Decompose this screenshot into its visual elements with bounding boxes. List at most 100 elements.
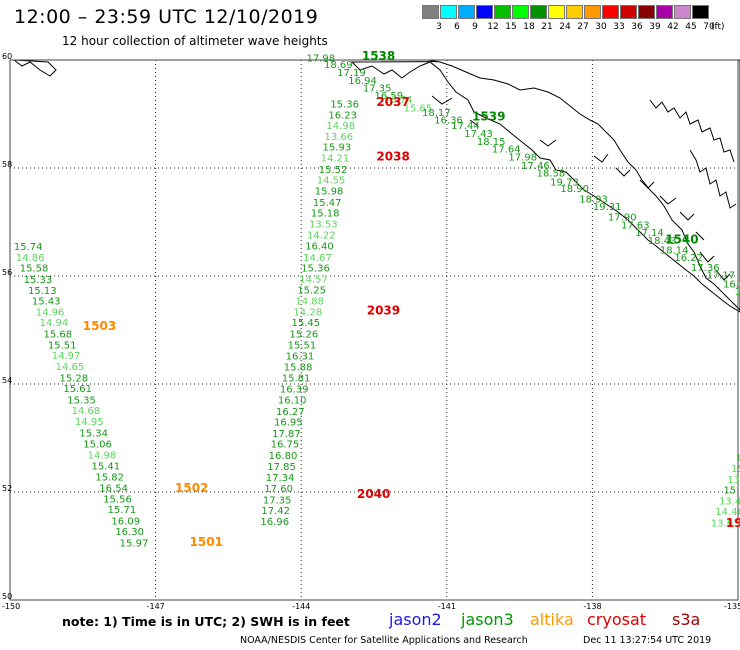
wave-height-value: 17.98 bbox=[307, 54, 336, 65]
lat-label: 58 bbox=[2, 160, 12, 169]
wave-height-value: 15.41 bbox=[92, 461, 121, 472]
pass-number-label: 1503 bbox=[83, 319, 116, 333]
scale-label: 30 bbox=[595, 22, 607, 32]
scale-swatch bbox=[494, 5, 511, 19]
mission-jason2: jason2 bbox=[389, 610, 442, 629]
wave-height-value: 16.75 bbox=[271, 440, 300, 451]
scale-swatch bbox=[656, 5, 673, 19]
wave-height-value: 15.51 bbox=[48, 340, 77, 351]
wave-height-value: 15.35 bbox=[67, 395, 96, 406]
wave-height-value: 15.51 bbox=[288, 340, 317, 351]
wave-height-value: 16.54 bbox=[99, 483, 128, 494]
wave-height-value: 17.64 bbox=[492, 144, 521, 155]
wave-height-value: 16.80 bbox=[269, 451, 298, 462]
scale-label: 21 bbox=[541, 22, 553, 32]
wave-height-value: 18.90 bbox=[560, 184, 589, 195]
pass-number-label: 1501 bbox=[190, 535, 223, 549]
wave-height-value: 15.88 bbox=[284, 363, 313, 374]
wave-height-value: 15.00 bbox=[731, 464, 740, 475]
jason3-track-1503: 15.7414.8615.5815.3315.1315.4314.9614.94… bbox=[14, 242, 148, 549]
lat-label: 50 bbox=[2, 592, 12, 601]
wave-height-value: 14.94 bbox=[40, 318, 69, 329]
scale-swatch bbox=[674, 5, 691, 19]
wave-height-value: 14.88 bbox=[295, 297, 324, 308]
wave-height-value: 17.46 bbox=[521, 161, 550, 172]
wave-height-value: 15.97 bbox=[120, 539, 149, 550]
wave-height-value: 15.36 bbox=[301, 264, 330, 275]
wave-height-value: 15.82 bbox=[95, 473, 124, 484]
mission-altika: altika bbox=[530, 610, 574, 629]
mission-s3a: s3a bbox=[672, 610, 701, 629]
wave-height-value: 15.68 bbox=[43, 330, 72, 341]
lat-label: 52 bbox=[2, 484, 12, 493]
wave-height-value: 15.36 bbox=[330, 100, 359, 111]
scale-swatch bbox=[512, 5, 529, 19]
scale-label: 70 bbox=[703, 22, 715, 32]
mission-cryosat: cryosat bbox=[587, 610, 647, 629]
scale-swatch bbox=[692, 5, 709, 19]
wave-height-value: 16.02 bbox=[723, 279, 740, 290]
wave-height-value: 14.22 bbox=[307, 231, 336, 242]
pass-number-label: 19 bbox=[726, 516, 740, 530]
page-title: 12:00 – 23:59 UTC 12/10/2019 bbox=[14, 6, 319, 28]
scale-label: 9 bbox=[472, 22, 478, 32]
scale-swatch bbox=[440, 5, 457, 19]
scale-swatch bbox=[602, 5, 619, 19]
wave-height-value: 16.10 bbox=[278, 395, 307, 406]
wave-height-value: 14.55 bbox=[317, 176, 346, 187]
pass-number-label: 1538 bbox=[362, 49, 395, 63]
wave-height-value: 14.65 bbox=[56, 362, 85, 373]
wave-height-value: 16.40 bbox=[305, 242, 334, 253]
scale-swatch bbox=[566, 5, 583, 19]
lat-label: 56 bbox=[2, 268, 12, 277]
wave-height-value: 14.68 bbox=[72, 406, 101, 417]
page-subtitle: 12 hour collection of altimeter wave hei… bbox=[62, 34, 328, 48]
wave-height-value: 15.52 bbox=[319, 165, 348, 176]
wave-height-value: 15.74 bbox=[14, 242, 43, 253]
axis-labels: 60 58 56 54 52 50-150 -147 -144 -141 -138 -135 bbox=[2, 52, 740, 611]
footer-note: note: 1) Time is in UTC; 2) SWH is in fe… bbox=[62, 614, 350, 629]
wave-height-value: 17.0 bbox=[735, 287, 740, 298]
wave-height-value: 13.53 bbox=[309, 219, 338, 230]
pass-number-label: 1539 bbox=[472, 109, 505, 123]
scale-label: 45 bbox=[685, 22, 697, 32]
wave-height-value: 17.90 bbox=[608, 212, 637, 223]
wave-height-value: 18.15 bbox=[477, 137, 506, 148]
lat-label: 60 bbox=[2, 52, 12, 61]
wave-height-value: 15.98 bbox=[315, 186, 344, 197]
wave-height-value: 15.45 bbox=[291, 318, 320, 329]
wave-height-value: 15.65 bbox=[404, 103, 433, 114]
wave-height-value: 15.02 bbox=[723, 486, 740, 497]
wave-height-value: 15.26 bbox=[290, 330, 319, 341]
wave-height-value: 18.17 bbox=[422, 108, 451, 119]
wave-height-value: 15.58 bbox=[20, 264, 49, 275]
lon-label: -150 bbox=[2, 602, 20, 611]
wave-height-value: 16.30 bbox=[115, 527, 144, 538]
wave-height-value: 17.43 bbox=[464, 129, 493, 140]
scale-label: 6 bbox=[454, 22, 460, 32]
wave-height-value: 15.47 bbox=[313, 198, 342, 209]
wave-height-value: 18.14 bbox=[660, 245, 689, 256]
wave-height-value: 15.43 bbox=[32, 297, 61, 308]
pass-number-label: 2039 bbox=[367, 303, 400, 317]
wave-height-value: 18.58 bbox=[537, 169, 566, 180]
wave-height-value: 16.74 bbox=[384, 95, 413, 106]
wave-height-value: 17.60 bbox=[264, 484, 293, 495]
wave-height-value: 14.96 bbox=[36, 307, 65, 318]
scale-swatch bbox=[620, 5, 637, 19]
wave-height-value: 16.09 bbox=[111, 516, 140, 527]
scale-swatch bbox=[548, 5, 565, 19]
wave-height-value: 17.34 bbox=[266, 473, 295, 484]
wave-height-value: 17.19 bbox=[337, 68, 366, 79]
wave-height-value: 17.35 bbox=[363, 83, 392, 94]
scale-label: 15 bbox=[505, 22, 517, 32]
scale-swatch bbox=[476, 5, 493, 19]
wave-height-value: 15.56 bbox=[103, 494, 132, 505]
mission-jason3: jason3 bbox=[461, 610, 514, 629]
lon-label: -147 bbox=[147, 602, 165, 611]
scale-label: 39 bbox=[649, 22, 661, 32]
scale-swatch bbox=[638, 5, 655, 19]
pass-number-label: 2038 bbox=[376, 149, 409, 163]
